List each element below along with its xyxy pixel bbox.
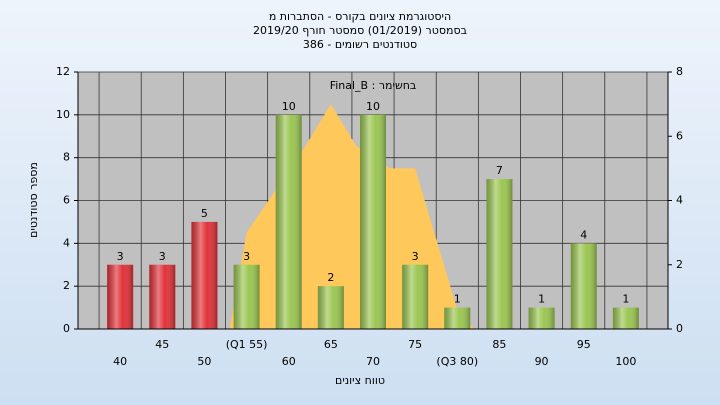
y-tick-label: 2 bbox=[63, 279, 70, 292]
y2-tick-label: 0 bbox=[676, 322, 683, 335]
data-label: 3 bbox=[159, 250, 166, 263]
data-label: 3 bbox=[243, 250, 250, 263]
x-tick-label: 90 bbox=[535, 355, 549, 368]
bar-shine bbox=[275, 114, 302, 329]
x-axis-title: טווח ציונים bbox=[335, 374, 385, 387]
bar-shine bbox=[570, 243, 597, 329]
bar-shine bbox=[528, 307, 555, 329]
x-tick-label: 95 bbox=[577, 338, 591, 351]
chart-title: בסמסטר (01/2019) סמסטר חורף 2019/20 bbox=[253, 24, 467, 37]
data-label: 4 bbox=[580, 228, 587, 241]
x-tick-label: (Q3 80) bbox=[436, 355, 478, 368]
bar-shine bbox=[107, 264, 134, 329]
y-tick-label: 0 bbox=[63, 322, 70, 335]
bar-shine bbox=[486, 179, 513, 329]
x-tick-label: (Q1 55) bbox=[226, 338, 268, 351]
y2-tick-label: 6 bbox=[676, 129, 683, 142]
chart-title: היסטוגרמת ציונים בקורס - הסתברות מ bbox=[269, 10, 451, 23]
data-label: 10 bbox=[366, 100, 380, 113]
y2-tick-label: 4 bbox=[676, 194, 683, 207]
x-tick-label: 75 bbox=[408, 338, 422, 351]
data-label: 1 bbox=[538, 293, 545, 306]
data-label: 1 bbox=[454, 293, 461, 306]
data-label: 2 bbox=[327, 271, 334, 284]
x-tick-label: 100 bbox=[615, 355, 636, 368]
x-tick-label: 85 bbox=[492, 338, 506, 351]
bar-shine bbox=[317, 286, 344, 329]
x-tick-label: 45 bbox=[155, 338, 169, 351]
data-label: 7 bbox=[496, 164, 503, 177]
bar-shine bbox=[149, 264, 176, 329]
bar-shine bbox=[191, 221, 218, 329]
bar-shine bbox=[233, 264, 260, 329]
y2-tick-label: 2 bbox=[676, 258, 683, 271]
bar-shine bbox=[612, 307, 639, 329]
x-tick-label: 40 bbox=[113, 355, 127, 368]
y-tick-label: 10 bbox=[56, 108, 70, 121]
data-label: 10 bbox=[282, 100, 296, 113]
chart-title: 386 - סטודנטים רשומים bbox=[303, 38, 417, 51]
data-label: 3 bbox=[117, 250, 124, 263]
x-tick-label: 60 bbox=[282, 355, 296, 368]
y-tick-label: 8 bbox=[63, 151, 70, 164]
y2-tick-label: 8 bbox=[676, 65, 683, 78]
x-tick-label: 50 bbox=[197, 355, 211, 368]
y-tick-label: 4 bbox=[63, 236, 70, 249]
data-label: 3 bbox=[412, 250, 419, 263]
y-axis-title: מספר סטודנטים bbox=[27, 162, 40, 238]
bar-shine bbox=[444, 307, 471, 329]
bar-shine bbox=[360, 114, 386, 329]
x-tick-label: 65 bbox=[324, 338, 338, 351]
x-tick-label: 70 bbox=[366, 355, 380, 368]
bar-shine bbox=[402, 264, 429, 329]
y-tick-label: 12 bbox=[56, 65, 70, 78]
annotation: Final_B : בחשימר bbox=[330, 79, 417, 92]
data-label: 5 bbox=[201, 207, 208, 220]
data-label: 1 bbox=[622, 293, 629, 306]
y-tick-label: 6 bbox=[63, 194, 70, 207]
